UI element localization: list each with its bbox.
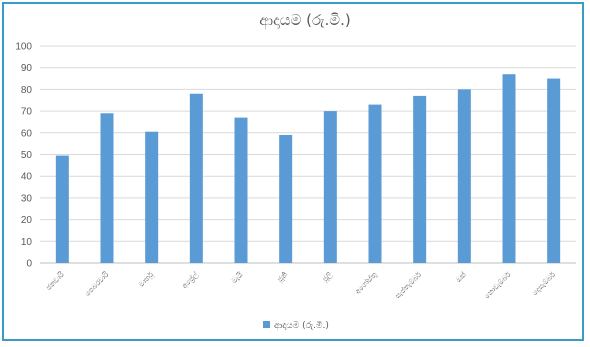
x-tick-label: ජූලි <box>321 270 335 284</box>
bar <box>413 95 427 263</box>
gridlines <box>40 45 576 264</box>
legend: ආදායම (රු.මි.) <box>263 320 329 331</box>
y-tick-label: 70 <box>21 107 33 118</box>
y-tick-label: 60 <box>21 128 33 139</box>
x-tick-label: පෙබරවාරි <box>83 270 111 298</box>
y-tick-label: 10 <box>21 237 33 248</box>
x-tick-label: අගෝස්තු <box>354 270 380 296</box>
bar <box>145 131 159 263</box>
y-tick-label: 0 <box>26 259 32 270</box>
x-tick-label: අප්‍රේල් <box>180 270 200 290</box>
bar <box>502 74 516 264</box>
y-tick-label: 100 <box>15 42 32 53</box>
x-tick-label: මාර්තු <box>137 270 155 288</box>
chart-frame <box>2 2 584 341</box>
x-tick-label: ඔක් <box>454 270 468 284</box>
bar <box>323 111 337 263</box>
y-tick-label: 20 <box>21 215 33 226</box>
y-tick-label: 30 <box>21 193 33 204</box>
x-tick-label: ජනවාරි <box>44 270 66 292</box>
y-tick-label: 50 <box>21 150 33 161</box>
bar <box>279 134 293 263</box>
x-axis-labels: ජනවාරි පෙබරවාරි මාර්තු අප්‍රේල් මැයි ජූනි ජූලි… <box>44 270 558 301</box>
bar <box>189 93 203 264</box>
y-axis-ticks: 0 10 20 30 40 50 60 70 80 90 100 <box>15 42 32 270</box>
bars <box>55 74 561 264</box>
x-tick-label: ජූනි <box>276 271 290 285</box>
y-tick-label: 40 <box>21 172 33 183</box>
x-tick-label: දෙසැම්බර් <box>531 270 558 297</box>
x-tick-label: මැයි <box>230 271 244 285</box>
bar <box>100 113 114 264</box>
legend-label: ආදායම (රු.මි.) <box>274 320 329 331</box>
bar <box>457 89 471 264</box>
bar <box>55 155 69 263</box>
bar <box>547 78 561 263</box>
legend-swatch <box>263 321 270 328</box>
bar <box>368 104 382 263</box>
x-tick-label: නොවැම්බර් <box>483 270 513 300</box>
y-tick-label: 80 <box>21 85 33 96</box>
bar <box>234 117 248 263</box>
x-tick-label: සැප්තැම්බර් <box>394 270 424 300</box>
y-tick-label: 90 <box>21 63 33 74</box>
chart-title: ආදායම (රු.මි.) <box>259 11 350 30</box>
